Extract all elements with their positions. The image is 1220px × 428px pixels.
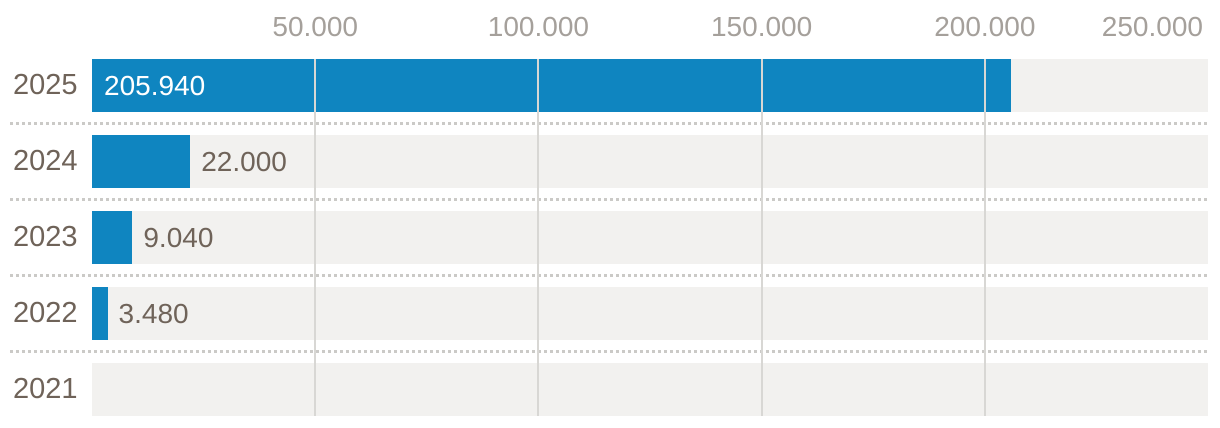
chart-row: 2024 22.000 (0, 135, 1220, 188)
chart-row: 2025 205.940 (0, 59, 1220, 112)
bar-track (92, 363, 1208, 416)
y-axis-category-label: 2024 (13, 145, 78, 177)
row-separator (0, 188, 1220, 211)
bar-value-label: 22.000 (201, 145, 287, 177)
bar (92, 211, 133, 264)
row-separator-line (10, 274, 1208, 277)
x-axis-tick-label: 200.000 (934, 11, 1036, 42)
chart-row: 2021 (0, 363, 1220, 416)
bar-track: 9.040 (92, 211, 1208, 264)
bar-track: 22.000 (92, 135, 1208, 188)
gridline (314, 59, 317, 416)
row-separator (0, 112, 1220, 135)
gridline (983, 59, 986, 416)
x-axis-tick-label: 100.000 (487, 11, 589, 42)
bar: 205.940 (92, 59, 1012, 112)
bar-track: 3.480 (92, 287, 1208, 340)
chart-row: 2022 3.480 (0, 287, 1220, 340)
row-separator-line (10, 198, 1208, 201)
chart-rows: 2025 205.940 2024 22.000 2023 9.040 2022 3.480 2… (0, 59, 1220, 416)
row-separator (0, 264, 1220, 287)
row-separator-line (10, 122, 1208, 125)
gridline (537, 59, 540, 416)
bar (92, 135, 191, 188)
x-axis-tick-label: 50.000 (272, 11, 359, 42)
bar-value-label: 9.040 (143, 221, 214, 253)
gridline (760, 59, 763, 416)
y-axis-category-label: 2023 (13, 221, 78, 253)
bar (92, 287, 108, 340)
bar-value-label: 205.940 (104, 69, 206, 101)
y-axis-category-label: 2021 (13, 373, 78, 405)
y-axis-category-label: 2022 (13, 297, 78, 329)
chart-row: 2023 9.040 (0, 211, 1220, 264)
bar-track: 205.940 (92, 59, 1208, 112)
x-axis-tick-label: 150.000 (710, 11, 813, 42)
row-separator (0, 340, 1220, 363)
row-separator-line (10, 350, 1208, 353)
bar-value-label: 3.480 (118, 297, 189, 329)
y-axis-category-label: 2025 (13, 69, 78, 101)
x-axis-tick-label: 250.000 (1101, 11, 1203, 42)
